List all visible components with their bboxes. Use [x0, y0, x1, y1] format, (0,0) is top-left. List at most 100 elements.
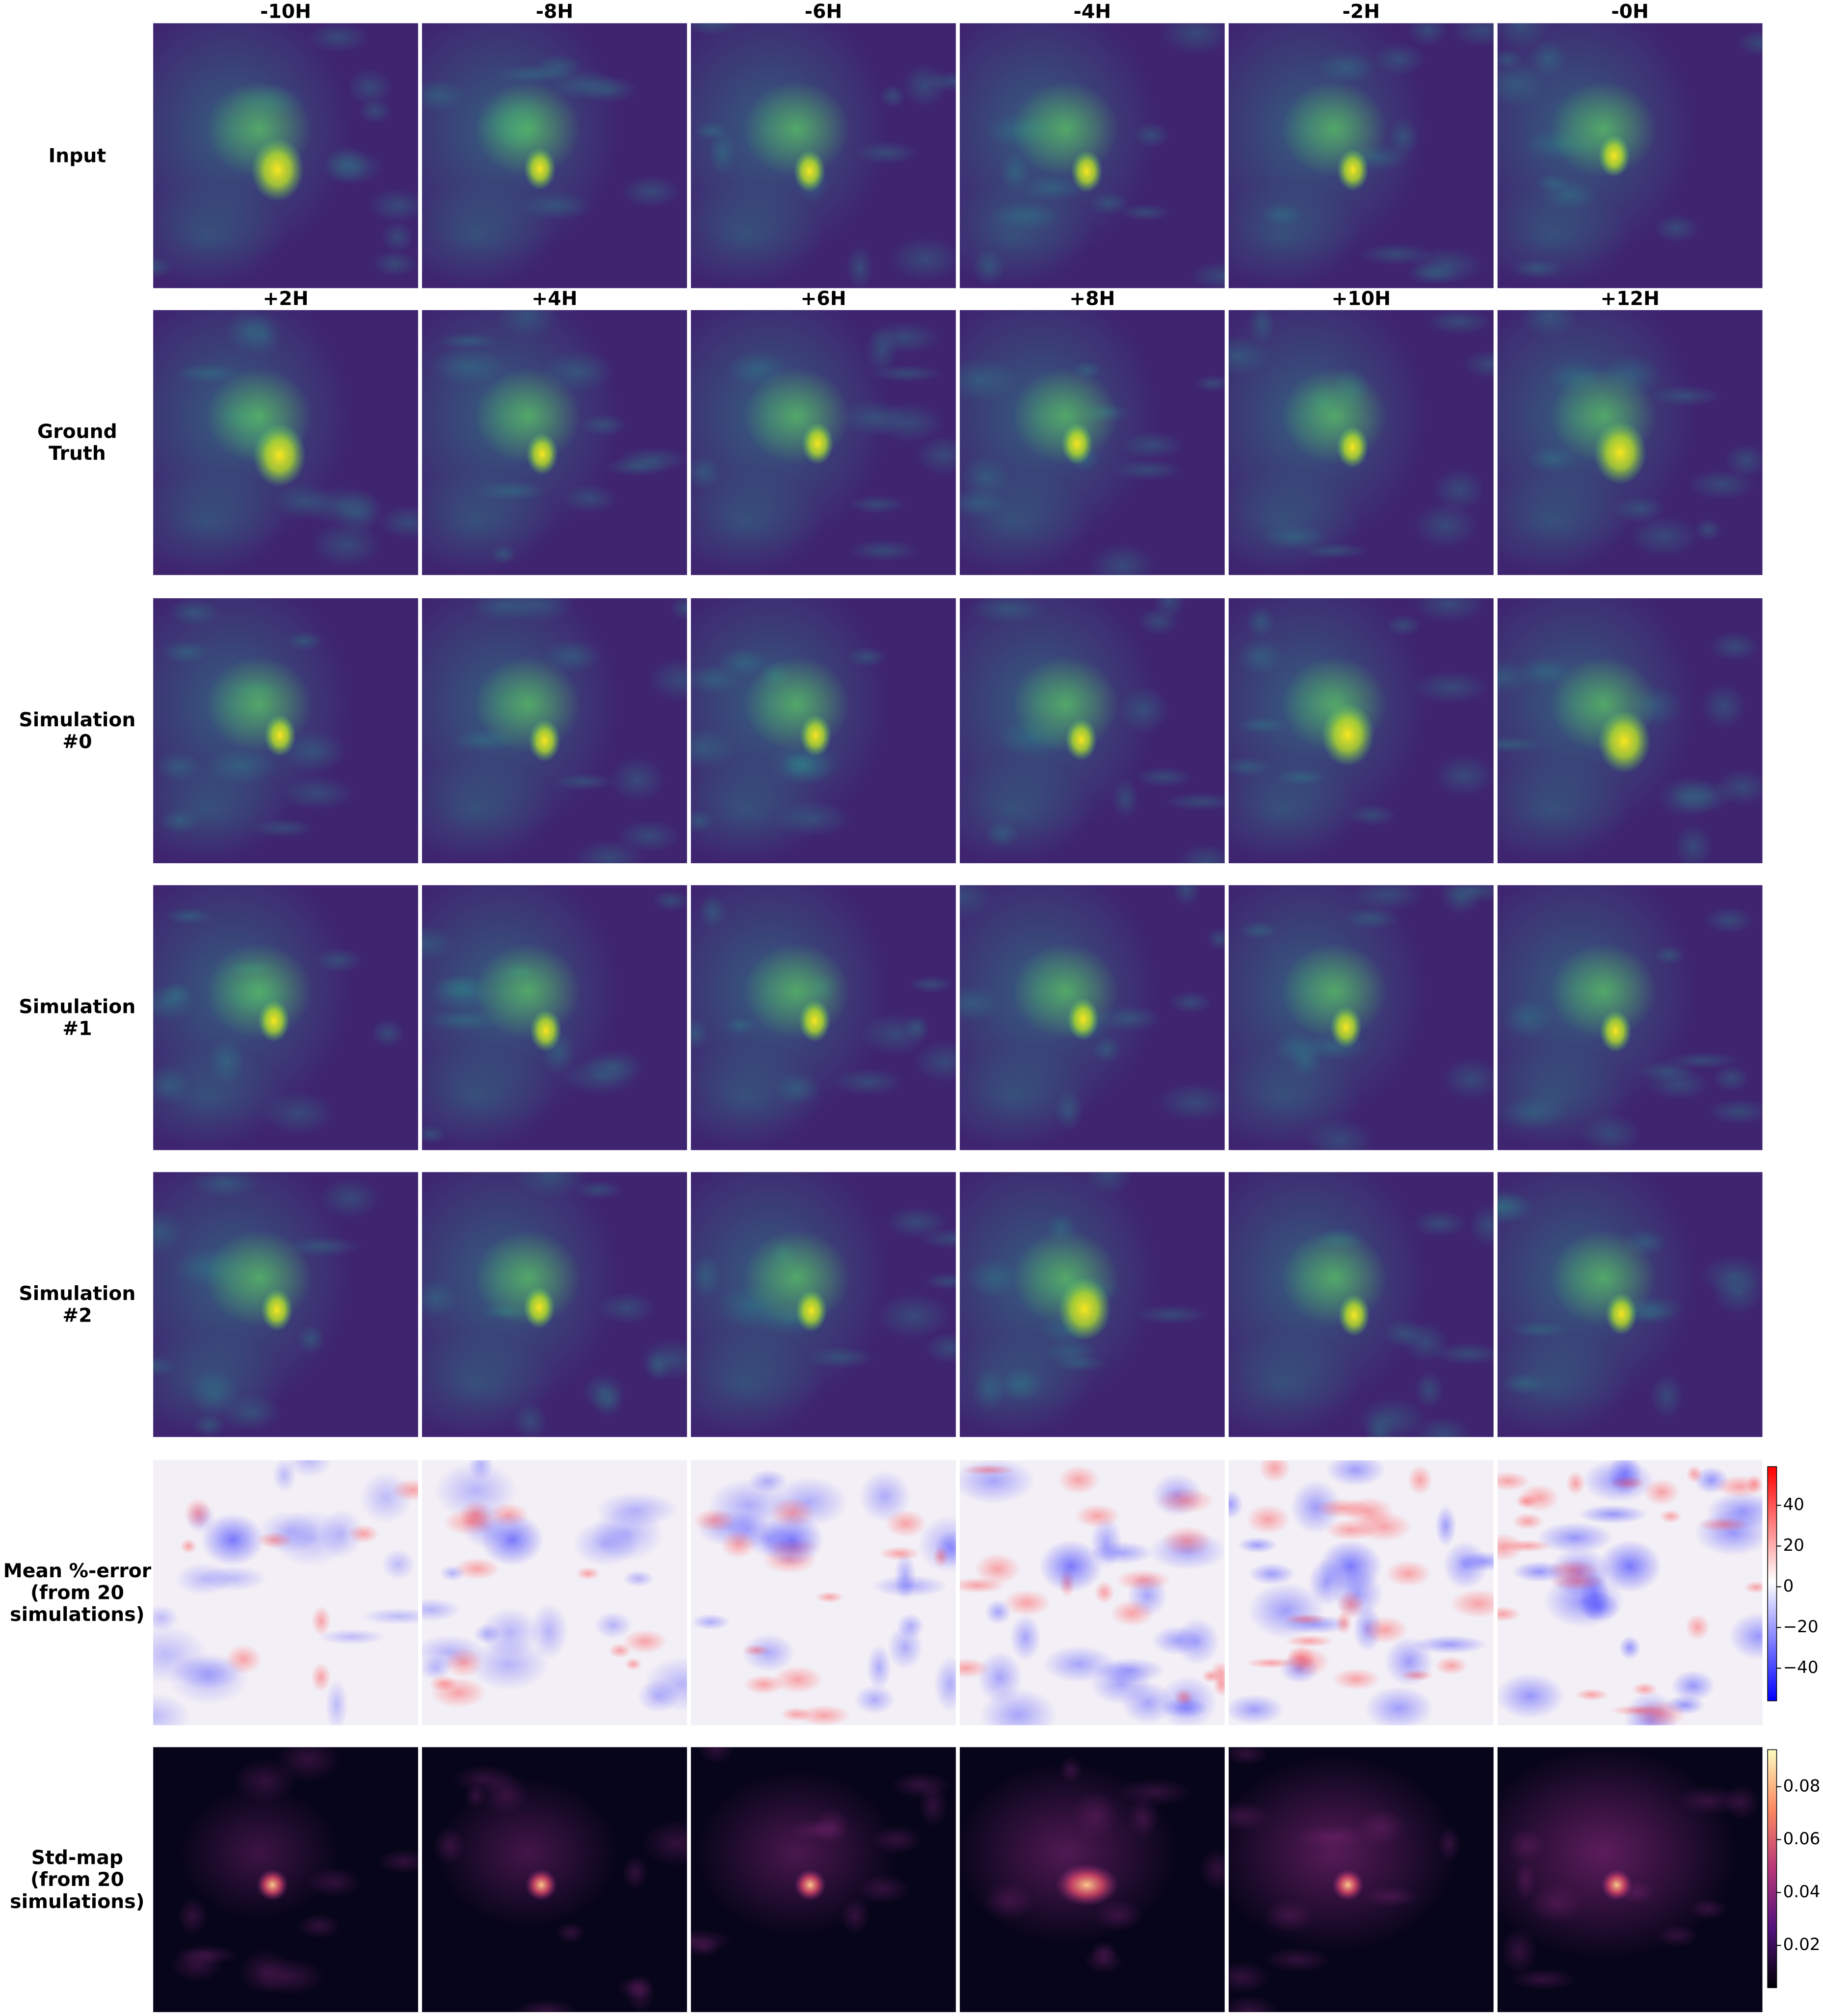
- texture: [1075, 1504, 1120, 1528]
- texture: [1263, 1947, 1332, 1973]
- texture: [318, 1177, 381, 1220]
- texture: [513, 1172, 591, 1198]
- texture: [371, 250, 418, 277]
- colorbar-tick-label: 20: [1783, 1536, 1804, 1555]
- texture: [1119, 686, 1170, 734]
- texture: [464, 1784, 488, 1808]
- row-label: Mean %-error (from 20 simulations): [3, 1560, 152, 1626]
- row-label-line: simulations): [10, 1604, 144, 1626]
- image-panel: [1228, 598, 1494, 864]
- texture: [1228, 1331, 1361, 1437]
- colorbar-tick-label: 0: [1783, 1576, 1794, 1596]
- texture: [894, 1552, 916, 1601]
- image-panel: [422, 23, 687, 289]
- texture: [1579, 1112, 1641, 1150]
- texture: [1003, 1589, 1051, 1617]
- texture: [1502, 998, 1553, 1038]
- texture: [1497, 1095, 1569, 1131]
- texture: [793, 150, 825, 192]
- texture: [1236, 716, 1290, 734]
- texture: [184, 1497, 212, 1529]
- texture: [1054, 1088, 1083, 1132]
- texture: [296, 1324, 325, 1354]
- texture: [1316, 51, 1378, 83]
- texture: [422, 757, 555, 864]
- texture: [1084, 1172, 1135, 1195]
- texture: [1412, 1635, 1488, 1654]
- texture: [475, 943, 581, 1039]
- texture: [1330, 1006, 1362, 1049]
- texture: [1514, 1859, 1536, 1901]
- texture: [1527, 445, 1578, 474]
- texture: [474, 1623, 501, 1645]
- texture: [1385, 1560, 1431, 1587]
- texture: [225, 1644, 262, 1674]
- texture: [1712, 1064, 1750, 1092]
- texture: [622, 1629, 667, 1654]
- texture: [556, 1922, 585, 1943]
- texture: [1659, 1510, 1682, 1523]
- colorbar: [1767, 1749, 1777, 1989]
- texture: [573, 1180, 624, 1199]
- texture: [529, 1009, 562, 1052]
- texture: [594, 1611, 633, 1639]
- texture: [1388, 116, 1419, 158]
- row-label-line: #2: [62, 1305, 92, 1327]
- image-panel: [153, 310, 419, 575]
- texture: [1688, 1898, 1728, 1920]
- texture: [193, 1413, 225, 1437]
- texture: [1172, 885, 1201, 908]
- texture: [168, 598, 220, 627]
- texture: [1497, 1191, 1537, 1224]
- image-panel: [1228, 1172, 1494, 1437]
- texture: [1228, 1995, 1278, 2013]
- texture: [311, 521, 382, 568]
- texture: [696, 1771, 898, 1936]
- texture: [690, 1017, 708, 1050]
- texture: [1206, 928, 1225, 951]
- texture: [1285, 1635, 1334, 1647]
- texture: [562, 1058, 639, 1096]
- texture: [1657, 1924, 1699, 1948]
- image-panel: [1228, 1747, 1494, 2013]
- texture: [1411, 670, 1490, 704]
- texture: [422, 1124, 446, 1144]
- texture: [475, 81, 581, 177]
- texture: [1605, 1293, 1638, 1335]
- texture: [989, 202, 1062, 231]
- texture: [1601, 1869, 1633, 1901]
- texture: [888, 237, 956, 282]
- texture: [1597, 709, 1651, 773]
- texture: [311, 1663, 331, 1693]
- texture: [1497, 60, 1549, 108]
- colorbar: [1767, 1466, 1777, 1701]
- texture: [528, 719, 561, 762]
- texture: [525, 1869, 557, 1901]
- texture: [1156, 1487, 1215, 1514]
- texture: [208, 1037, 245, 1085]
- texture: [173, 363, 243, 383]
- column-label: -6H: [805, 1, 843, 23]
- texture: [1511, 258, 1565, 279]
- column-label: -0H: [1611, 1, 1649, 23]
- texture: [1443, 1540, 1488, 1590]
- texture: [180, 1539, 197, 1554]
- image-panel: [1497, 23, 1763, 289]
- texture: [261, 1090, 336, 1136]
- texture: [430, 1677, 487, 1708]
- image-panel: [153, 1172, 419, 1437]
- texture: [1638, 1061, 1696, 1083]
- texture: [257, 1532, 293, 1549]
- texture: [693, 1508, 736, 1533]
- texture: [1338, 1294, 1370, 1337]
- texture: [622, 1856, 648, 1890]
- texture: [175, 1563, 233, 1595]
- texture: [690, 455, 722, 490]
- texture: [866, 1645, 892, 1691]
- texture: [1039, 1539, 1103, 1593]
- texture: [553, 773, 616, 791]
- texture: [239, 1949, 291, 1995]
- row-label: Simulation #1: [19, 996, 135, 1040]
- texture: [959, 488, 1008, 518]
